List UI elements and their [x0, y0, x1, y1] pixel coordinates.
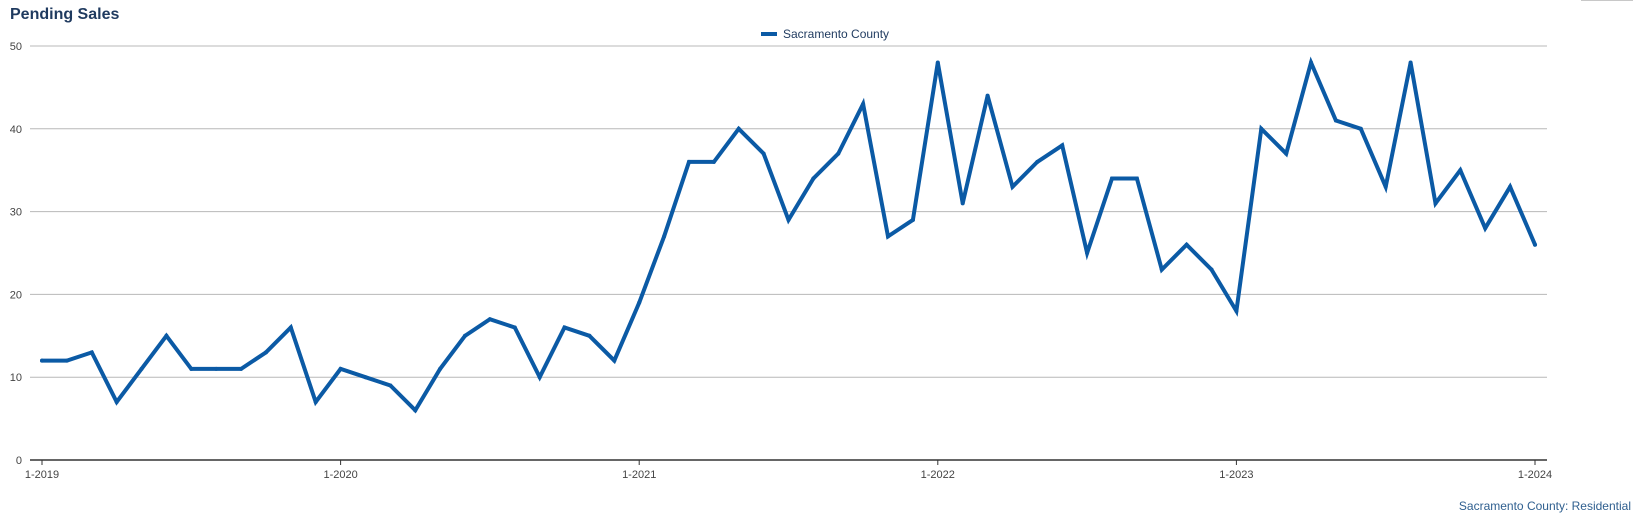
data-point[interactable]: [637, 300, 642, 305]
data-point[interactable]: [1060, 143, 1065, 148]
data-point[interactable]: [587, 333, 592, 338]
data-point[interactable]: [761, 151, 766, 156]
data-point[interactable]: [1408, 60, 1413, 65]
chart-footnote: Sacramento County: Residential: [1458, 499, 1631, 513]
series-layer: [40, 56, 1537, 414]
data-point[interactable]: [189, 366, 194, 371]
chart-legend[interactable]: Sacramento County: [761, 27, 889, 41]
data-point[interactable]: [214, 366, 219, 371]
data-point[interactable]: [463, 333, 468, 338]
data-point[interactable]: [1085, 251, 1090, 255]
data-point[interactable]: [487, 317, 492, 322]
data-point[interactable]: [1433, 201, 1438, 206]
data-point[interactable]: [413, 408, 418, 413]
x-tick-label: 1-2024: [1518, 469, 1552, 481]
data-point[interactable]: [960, 201, 965, 206]
x-tick-label: 1-2021: [622, 469, 656, 481]
data-point[interactable]: [288, 325, 293, 330]
data-point[interactable]: [786, 217, 791, 222]
data-point[interactable]: [662, 234, 667, 239]
data-point[interactable]: [263, 350, 268, 355]
data-point[interactable]: [1134, 176, 1139, 181]
y-tick-label: 0: [16, 455, 22, 467]
legend-label: Sacramento County: [783, 27, 890, 41]
data-point[interactable]: [711, 159, 716, 164]
data-point[interactable]: [1010, 184, 1015, 189]
data-point[interactable]: [512, 325, 517, 330]
legend-line-swatch: [761, 32, 777, 36]
x-axis-labels: 1-2019 1-2020 1-2021 1-2022 1-2023 1-2024: [25, 469, 1552, 481]
gridlines: [30, 45, 1547, 378]
x-tick-label: 1-2019: [25, 469, 59, 481]
data-point[interactable]: [40, 358, 44, 363]
data-point[interactable]: [1159, 267, 1164, 272]
data-point[interactable]: [1508, 184, 1513, 189]
data-point[interactable]: [1109, 176, 1114, 181]
y-tick-label: 40: [10, 124, 22, 136]
data-point[interactable]: [1383, 184, 1388, 189]
data-point[interactable]: [1458, 168, 1463, 173]
data-point[interactable]: [313, 400, 318, 405]
data-point[interactable]: [1333, 118, 1338, 123]
data-point[interactable]: [686, 159, 691, 164]
data-point[interactable]: [338, 366, 343, 371]
data-point[interactable]: [985, 93, 990, 98]
x-tick-label: 1-2023: [1219, 469, 1253, 481]
data-point[interactable]: [164, 333, 169, 338]
y-tick-label: 50: [10, 41, 22, 53]
data-point[interactable]: [811, 176, 816, 181]
data-point[interactable]: [1234, 308, 1239, 313]
data-point[interactable]: [935, 60, 940, 65]
corner-divider: [1581, 0, 1633, 1]
data-point[interactable]: [1259, 126, 1264, 131]
data-point[interactable]: [388, 383, 393, 388]
x-tick-label: 1-2020: [323, 469, 357, 481]
chart-title: Pending Sales: [10, 6, 120, 23]
data-point[interactable]: [114, 400, 119, 405]
data-point[interactable]: [363, 375, 368, 380]
data-point[interactable]: [1284, 151, 1289, 156]
data-point[interactable]: [612, 358, 617, 363]
series-line-sacramento-county[interactable]: [40, 56, 1537, 414]
y-axis-labels: 0 10 20 30 40 50: [10, 41, 22, 467]
data-point[interactable]: [1309, 60, 1314, 65]
data-point[interactable]: [239, 366, 244, 371]
data-point[interactable]: [736, 126, 741, 131]
y-tick-label: 10: [10, 372, 22, 384]
y-tick-label: 20: [10, 289, 22, 301]
data-point[interactable]: [861, 101, 866, 106]
data-point[interactable]: [1533, 242, 1537, 247]
data-point[interactable]: [64, 358, 69, 363]
data-point[interactable]: [1184, 242, 1189, 247]
data-point[interactable]: [537, 375, 542, 380]
data-point[interactable]: [139, 366, 144, 371]
data-point[interactable]: [1358, 126, 1363, 131]
data-point[interactable]: [910, 217, 915, 222]
data-point[interactable]: [1035, 159, 1040, 164]
data-point[interactable]: [1483, 226, 1488, 231]
data-point[interactable]: [836, 151, 841, 156]
data-point[interactable]: [562, 325, 567, 330]
data-point[interactable]: [438, 366, 443, 371]
data-point[interactable]: [1209, 267, 1214, 272]
x-tick-label: 1-2022: [921, 469, 955, 481]
data-point[interactable]: [886, 234, 891, 239]
data-point[interactable]: [89, 350, 94, 355]
y-tick-label: 30: [10, 207, 22, 219]
x-axis: [30, 459, 1547, 465]
